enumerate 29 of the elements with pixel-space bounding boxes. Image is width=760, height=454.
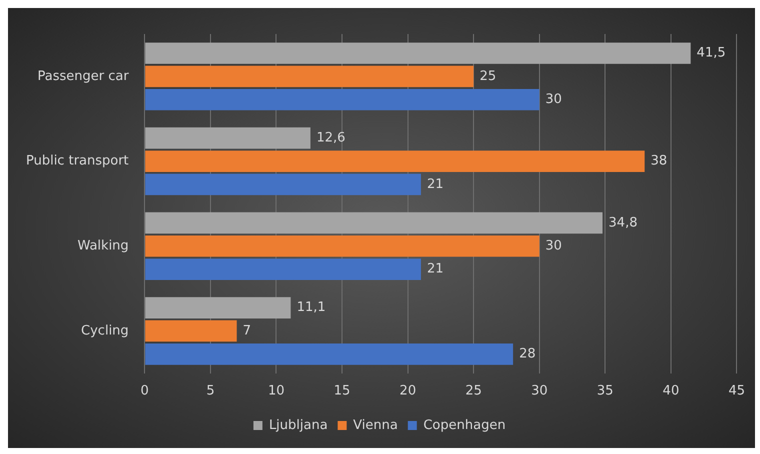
data-label: 30 bbox=[545, 92, 562, 107]
legend-label: Ljubljana bbox=[268, 418, 328, 433]
x-tick-label: 5 bbox=[206, 384, 215, 399]
legend-label: Vienna bbox=[353, 418, 398, 433]
x-tick-label: 45 bbox=[728, 384, 745, 399]
x-tick-label: 35 bbox=[596, 384, 614, 399]
y-tick-label: Passenger car bbox=[37, 68, 130, 84]
legend-label: Copenhagen bbox=[423, 418, 506, 433]
x-tick-label: 0 bbox=[140, 384, 149, 399]
data-label: 28 bbox=[519, 346, 536, 362]
data-label: 38 bbox=[650, 154, 668, 169]
data-label: 7 bbox=[242, 323, 252, 338]
x-tick-label: 25 bbox=[465, 384, 482, 399]
x-tick-label: 15 bbox=[334, 384, 350, 399]
y-tick-label: Public transport bbox=[26, 154, 129, 169]
y-tick-label: Walking bbox=[77, 238, 129, 254]
data-label: 34,8 bbox=[608, 215, 638, 230]
x-tick-label: 20 bbox=[400, 384, 416, 399]
data-label: 12,6 bbox=[316, 130, 346, 146]
data-label: 21 bbox=[426, 262, 444, 277]
data-label: 30 bbox=[545, 238, 562, 254]
data-label: 41,5 bbox=[696, 46, 726, 61]
x-tick-label: 10 bbox=[268, 384, 285, 399]
x-tick-label: 40 bbox=[662, 384, 680, 399]
y-tick-label: Cycling bbox=[81, 323, 129, 338]
data-label: 21 bbox=[426, 176, 444, 192]
x-tick-label: 30 bbox=[531, 384, 548, 399]
data-label: 25 bbox=[480, 68, 496, 84]
data-label: 11,1 bbox=[296, 300, 326, 316]
